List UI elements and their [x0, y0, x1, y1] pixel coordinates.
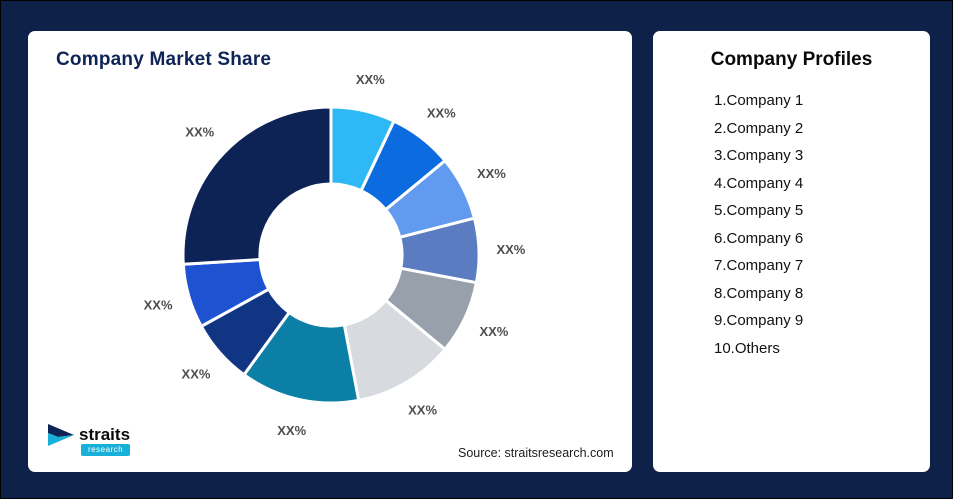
company-profile-item: 4.Company 4	[714, 174, 804, 192]
company-profile-item: 7.Company 7	[714, 257, 804, 274]
logo-name: straits	[79, 425, 131, 444]
slice-label: XX%	[182, 367, 211, 382]
slice-label: XX%	[356, 72, 385, 87]
company-profiles-list: 1.Company 1 2.Company 2 3.Company 3 4.Compa…	[653, 87, 930, 362]
chart-title: Company Market Share	[56, 49, 272, 70]
logo-subtitle: research	[81, 444, 131, 456]
slice-label: XX%	[477, 166, 506, 181]
source-text: Source: straitsresearch.com	[458, 446, 614, 460]
slice-label: XX%	[144, 298, 173, 313]
logo-arrow-icon	[48, 424, 74, 446]
company-profile-item: 2.Company 2	[714, 119, 804, 137]
donut-chart: XX% XX% XX% XX% XX% XX% XX% XX% XX% XX%	[144, 72, 526, 438]
donut-slice-others	[181, 105, 333, 266]
straits-research-logo: straits research	[48, 424, 131, 456]
company-profiles-card: Company Profiles 1.Company 1 2.Company 2 3…	[653, 31, 930, 472]
slice-label: XX%	[427, 105, 456, 120]
company-profile-item: 8.Company 8	[714, 284, 804, 302]
company-profile-item: 5.Company 5	[714, 202, 804, 219]
company-profile-item: 6.Company 6	[714, 229, 804, 247]
company-profile-item: 10.Others	[714, 339, 780, 357]
slice-label: XX%	[185, 124, 214, 139]
slice-label: XX%	[408, 402, 437, 417]
slice-label: XX%	[479, 324, 508, 339]
company-profile-item: 9.Company 9	[714, 312, 804, 329]
company-profile-item: 1.Company 1	[714, 92, 804, 109]
profiles-title: Company Profiles	[710, 49, 873, 70]
company-profile-item: 3.Company 3	[714, 147, 804, 164]
market-share-card: Company Market Share XX% XX% XX% XX% XX% XX% X…	[28, 31, 632, 472]
slice-label: XX%	[496, 242, 525, 257]
slice-label: XX%	[277, 423, 306, 438]
